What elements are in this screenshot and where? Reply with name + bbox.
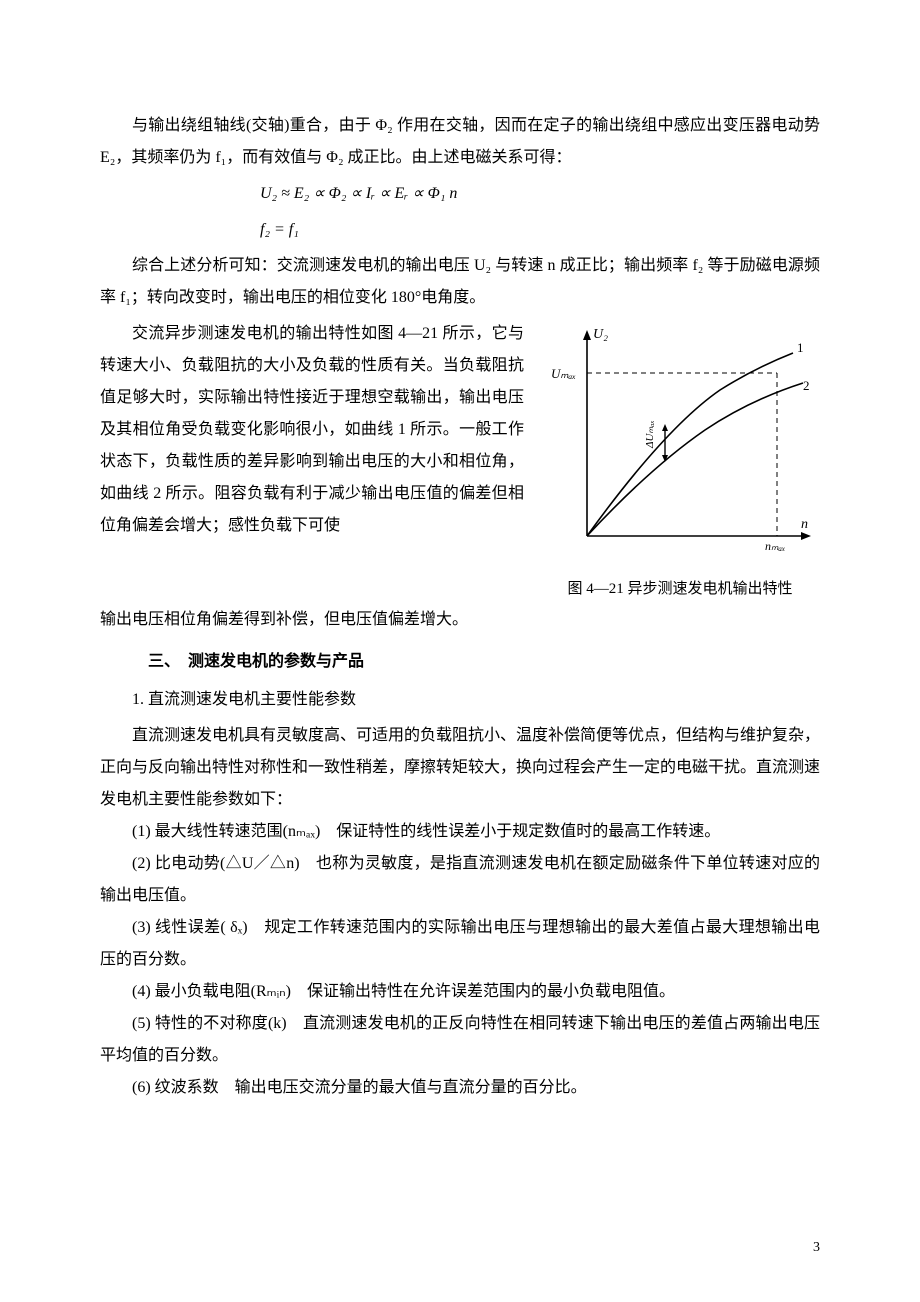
section-heading: 三、 测速发电机的参数与产品 xyxy=(100,646,820,678)
list-item-5: (5) 特性的不对称度(k) 直流测速发电机的正反向特性在相同转速下输出电压的差… xyxy=(100,1008,820,1072)
equation-2-text: f₂ = f₁ xyxy=(260,221,299,238)
equation-1-text: U₂ ≈ E₂ ∝ Φ₂ ∝ Iᵣ ∝ Eᵣ ∝ Φ₁ n xyxy=(260,185,457,202)
equation-2: f₂ = f₁ xyxy=(100,214,820,246)
figure-text-row: 交流异步测速发电机的输出特性如图 4—21 所示，它与转速大小、负载阻抗的大小及… xyxy=(100,318,820,604)
y-axis-label: U₂ xyxy=(593,327,608,342)
x-axis-label: n xyxy=(801,517,808,532)
paragraph-characteristics: 交流异步测速发电机的输出特性如图 4—21 所示，它与转速大小、负载阻抗的大小及… xyxy=(100,318,524,542)
figure-caption: 图 4—21 异步测速发电机输出特性 xyxy=(540,574,820,604)
page: 与输出绕组轴线(交轴)重合，由于 Φ₂ 作用在交轴，因而在定子的输出绕组中感应出… xyxy=(0,0,920,1302)
list-item-1: (1) 最大线性转速范围(nₘₐₓ) 保证特性的线性误差小于规定数值时的最高工作… xyxy=(100,816,820,848)
output-characteristic-chart: U₂ Uₘₐₓ nₘₐₓ n 1 2 xyxy=(545,318,815,568)
list-item-3: (3) 线性误差( δₓ) 规定工作转速范围内的实际输出电压与理想输出的最大差值… xyxy=(100,912,820,976)
paragraph-summary: 综合上述分析可知：交流测速发电机的输出电压 U₂ 与转速 n 成正比；输出频率 … xyxy=(100,250,820,314)
equation-1: U₂ ≈ E₂ ∝ Φ₂ ∝ Iᵣ ∝ Eᵣ ∝ Φ₁ n xyxy=(100,178,820,210)
paragraph-dc-intro: 直流测速发电机具有灵敏度高、可适用的负载阻抗小、温度补偿简便等优点，但结构与维护… xyxy=(100,720,820,816)
sub-heading-1: 1. 直流测速发电机主要性能参数 xyxy=(100,684,820,716)
axes: U₂ Uₘₐₓ nₘₐₓ n xyxy=(551,327,811,553)
paragraph-intro: 与输出绕组轴线(交轴)重合，由于 Φ₂ 作用在交轴，因而在定子的输出绕组中感应出… xyxy=(100,110,820,174)
delta-u-label: ΔUₘₐₓ xyxy=(644,420,656,449)
figure-column: U₂ Uₘₐₓ nₘₐₓ n 1 2 xyxy=(540,318,820,604)
page-number: 3 xyxy=(813,1234,820,1262)
x-tick-label: nₘₐₓ xyxy=(765,539,785,553)
list-item-2: (2) 比电动势(△U／△n) 也称为灵敏度，是指直流测速发电机在额定励磁条件下… xyxy=(100,848,820,912)
list-item-4: (4) 最小负载电阻(Rₘᵢₙ) 保证输出特性在允许误差范围内的最小负载电阻值。 xyxy=(100,976,820,1008)
y-tick-label: Uₘₐₓ xyxy=(551,366,576,381)
curve-2-label: 2 xyxy=(803,378,810,393)
paragraph-characteristics-cont: 输出电压相位角偏差得到补偿，但电压值偏差增大。 xyxy=(100,604,820,636)
curve-1-label: 1 xyxy=(797,340,804,355)
delta-u-marker: ΔUₘₐₓ xyxy=(644,420,668,462)
list-item-6: (6) 纹波系数 输出电压交流分量的最大值与直流分量的百分比。 xyxy=(100,1072,820,1104)
figure-text-left: 交流异步测速发电机的输出特性如图 4—21 所示，它与转速大小、负载阻抗的大小及… xyxy=(100,318,524,542)
curve-2 xyxy=(587,383,803,536)
curve-1 xyxy=(587,353,793,536)
